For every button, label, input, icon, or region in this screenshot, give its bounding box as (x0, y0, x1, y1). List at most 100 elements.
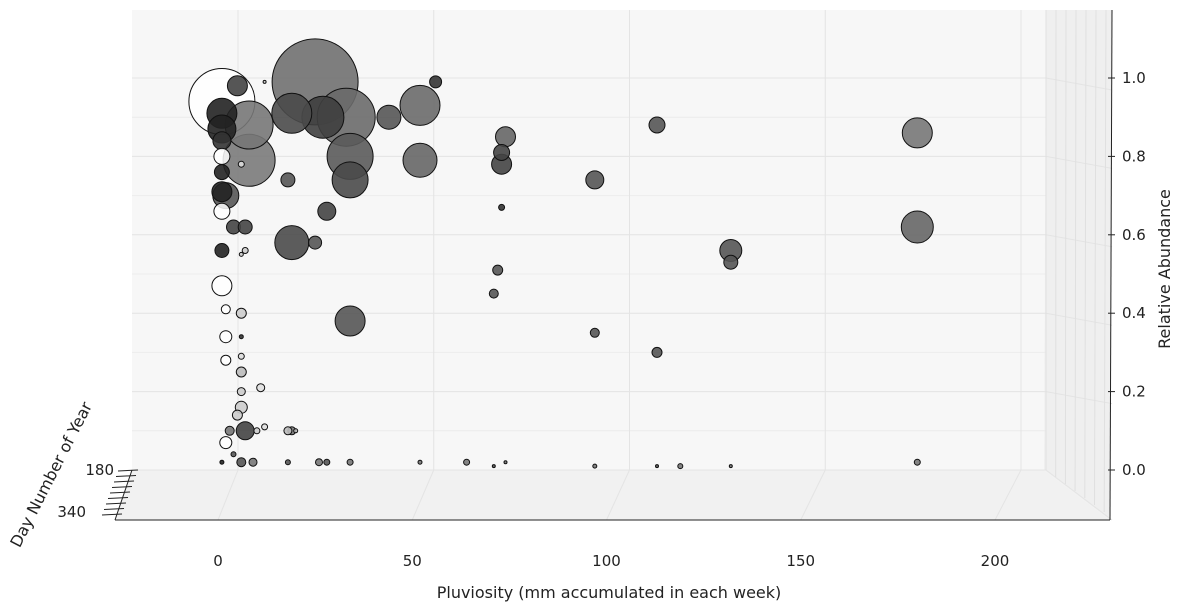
data-point (429, 75, 443, 89)
data-point (211, 275, 233, 297)
data-point (280, 172, 296, 188)
data-point (235, 366, 247, 378)
z-axis-line (1109, 9, 1113, 521)
data-point (226, 75, 248, 97)
data-point (491, 464, 496, 469)
data-point (237, 219, 253, 235)
data-point (213, 164, 230, 181)
z-side-gridline (1045, 234, 1113, 248)
data-point (495, 126, 516, 148)
z-side-gridline (1045, 469, 1113, 521)
data-point (238, 334, 244, 340)
data-point (334, 305, 366, 337)
z-axis-title: Relative Abundance (1155, 189, 1174, 349)
depth-gridline (1094, 9, 1097, 506)
data-point (402, 142, 438, 178)
data-point (235, 421, 255, 441)
data-point (728, 464, 733, 469)
data-point (231, 409, 243, 421)
data-point (219, 436, 233, 450)
data-point (655, 464, 659, 469)
data-point (913, 458, 921, 466)
side-pane (1044, 10, 1112, 520)
data-point (261, 423, 269, 431)
z-side-gridline (1045, 77, 1113, 91)
x-axis-title: Pluviosity (mm accumulated in each week) (437, 583, 782, 602)
data-point (723, 254, 739, 270)
data-point (331, 161, 369, 199)
z-tick-label: 0.0 (1122, 461, 1146, 479)
x-tick-label: 50 (403, 552, 422, 570)
data-point (417, 459, 423, 465)
data-point (493, 144, 511, 161)
z-tick-label: 0.6 (1122, 226, 1146, 244)
data-point (219, 459, 225, 465)
data-point (284, 459, 291, 466)
data-point (498, 203, 506, 211)
data-point (237, 160, 245, 168)
data-point (235, 307, 247, 319)
data-point (592, 463, 598, 469)
x-floor-gridline (217, 469, 239, 521)
depth-gridline (1064, 9, 1067, 485)
chart-panes (115, 10, 1112, 520)
x-floor-gridline (411, 469, 435, 521)
data-point (224, 425, 235, 436)
data-point (220, 304, 231, 315)
z-side-gridline (1045, 391, 1113, 405)
z-side-gridline (1045, 312, 1113, 326)
floor-pane (115, 470, 1110, 520)
data-point (211, 181, 233, 203)
data-point (262, 79, 267, 84)
data-point (212, 131, 232, 151)
z-tick-label: 0.4 (1122, 304, 1146, 322)
y-axis-line (114, 469, 133, 521)
data-point (585, 170, 605, 190)
data-points (188, 38, 934, 470)
data-point (293, 428, 299, 434)
data-point (214, 243, 230, 258)
data-point (274, 225, 310, 261)
data-point (323, 458, 331, 466)
data-point (256, 383, 266, 393)
data-point (220, 354, 232, 366)
data-point (213, 202, 231, 220)
depth-gridline (1074, 9, 1077, 492)
data-point (589, 327, 600, 338)
y-tick-mark (117, 469, 139, 472)
z-side-gridline (1045, 155, 1113, 169)
y-axis-title: Day Number of Year (6, 398, 96, 550)
y-tick-mark (111, 486, 133, 488)
y-tick-label: 340 (57, 503, 86, 521)
data-point (346, 458, 354, 466)
x-tick-label: 0 (213, 552, 223, 570)
y-tick-mark (103, 508, 125, 510)
y-tick-mark (115, 475, 137, 477)
tick-labels: 0.0 0.2 0.4 0.6 0.8 1.0 0 50 100 150 200 180 340 (57, 69, 1146, 570)
data-point (503, 460, 508, 465)
x-tick-label: 150 (786, 552, 815, 570)
z-tick-label: 0.8 (1122, 147, 1146, 165)
x-floor-gridline (800, 469, 826, 521)
data-point (253, 427, 261, 435)
data-point (236, 387, 246, 397)
y-tick-mark (101, 513, 123, 516)
chart-axes (101, 9, 1115, 521)
x-floor-gridline (606, 469, 630, 521)
data-point (488, 288, 499, 299)
data-point (399, 84, 441, 126)
data-point (677, 463, 684, 470)
y-tick-label: 180 (85, 461, 114, 479)
y-tick-mark (113, 480, 135, 483)
data-point (237, 352, 245, 360)
data-point (315, 458, 323, 467)
data-point (308, 235, 323, 250)
x-tick-label: 200 (981, 552, 1010, 570)
data-point (238, 251, 244, 257)
depth-gridline (1103, 9, 1107, 513)
data-point (492, 264, 504, 276)
z-tick-label: 1.0 (1122, 69, 1146, 87)
data-point (283, 426, 293, 436)
data-point (241, 247, 249, 254)
data-point (648, 116, 666, 134)
